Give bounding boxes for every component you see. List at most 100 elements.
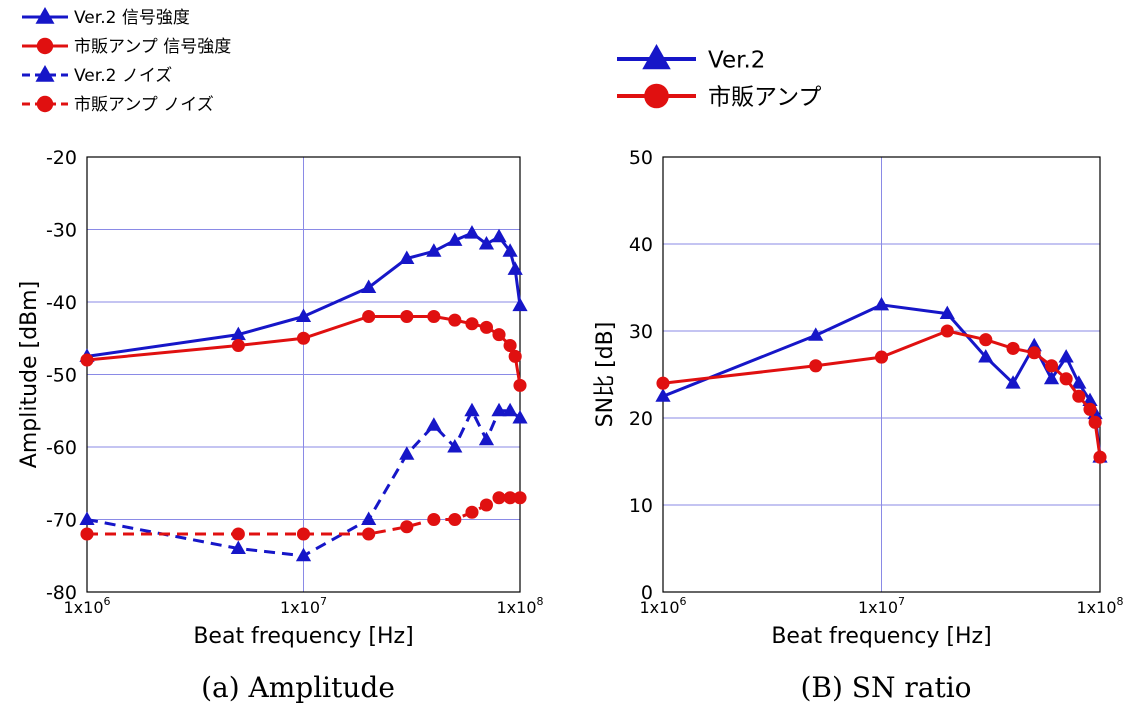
caption-sn-ratio: (B) SN ratio (800, 671, 971, 704)
x-tick-label-a-0: 1x106 (63, 595, 110, 617)
y-tick-label-a-3: -50 (46, 365, 77, 387)
data-point-a-1-6 (448, 313, 462, 327)
data-point-b-1-1 (809, 359, 823, 373)
y-axis-label-a: Amplitude [dBm] (17, 281, 42, 468)
legend-label-a-2: Ver.2 ノイズ (74, 66, 172, 86)
data-point-a-2-9 (491, 402, 507, 417)
data-point-b-1-7 (1044, 359, 1059, 373)
legend-marker-a-3 (36, 95, 54, 113)
data-point-a-3-6 (448, 512, 462, 527)
x-tick-exponent: 6 (104, 595, 111, 608)
legend-marker-a-2 (35, 65, 55, 82)
data-point-b-0-2 (873, 296, 890, 311)
data-point-a-1-2 (296, 331, 311, 345)
data-point-a-0-11 (507, 261, 523, 275)
data-point-b-0-0 (655, 388, 671, 402)
data-point-a-1-9 (492, 328, 506, 342)
y-tick-label-a-2: -60 (46, 437, 77, 459)
data-point-a-0-7 (464, 225, 480, 239)
x-tick-label-b-2: 1x108 (1076, 595, 1123, 617)
x-tick-label-b-1: 1x107 (858, 595, 905, 617)
data-point-a-3-0 (80, 527, 94, 541)
data-point-a-0-3 (361, 279, 377, 293)
data-point-a-1-4 (400, 309, 414, 324)
data-point-a-0-5 (426, 243, 442, 257)
data-point-b-0-1 (808, 327, 824, 341)
data-point-b-1-10 (1083, 402, 1097, 416)
legend-marker-a-1 (36, 37, 54, 55)
data-point-b-1-4 (979, 333, 993, 347)
data-point-a-1-1 (231, 338, 245, 353)
x-axis-label-a: Beat frequency [Hz] (193, 624, 413, 649)
x-tick-exponent: 8 (1117, 595, 1124, 608)
legend-marker-b-1 (644, 83, 669, 109)
data-point-a-2-7 (464, 402, 480, 417)
data-point-b-1-0 (656, 376, 670, 390)
x-tick-mantissa: 1x10 (1076, 598, 1116, 617)
data-point-b-1-9 (1072, 389, 1086, 403)
legend-label-b-1: 市販アンプ (708, 84, 821, 110)
data-point-a-2-8 (478, 431, 495, 446)
data-point-a-2-11 (512, 410, 528, 424)
x-tick-label-b-0: 1x106 (639, 595, 686, 617)
data-point-a-0-10 (502, 243, 518, 257)
data-point-b-1-2 (874, 350, 889, 364)
data-point-b-1-8 (1059, 372, 1073, 386)
data-point-a-0-12 (512, 297, 528, 312)
legend-marker-b-0 (642, 44, 671, 70)
x-tick-mantissa: 1x10 (496, 598, 536, 617)
caption-amplitude: (a) Amplitude (201, 671, 395, 704)
data-point-a-2-1 (230, 540, 246, 554)
data-point-a-1-10 (503, 338, 517, 353)
data-point-a-0-4 (399, 250, 415, 264)
legend-label-a-0: Ver.2 信号強度 (74, 8, 190, 28)
legend-label-a-3: 市販アンプ ノイズ (74, 95, 214, 115)
data-point-a-2-10 (502, 402, 518, 417)
data-point-a-1-11 (508, 349, 522, 363)
x-tick-mantissa: 1x10 (639, 598, 679, 617)
data-point-b-0-4 (978, 349, 994, 363)
data-point-a-3-8 (479, 498, 494, 512)
y-tick-label-a-5: -30 (46, 220, 77, 242)
data-point-a-3-9 (492, 491, 506, 505)
data-point-a-3-3 (362, 527, 376, 541)
y-tick-label-b-4: 40 (629, 234, 653, 256)
data-point-b-0-3 (939, 305, 955, 320)
x-tick-mantissa: 1x10 (63, 598, 103, 617)
data-point-a-3-5 (427, 512, 441, 527)
data-point-a-3-4 (400, 520, 414, 534)
data-point-a-2-0 (79, 511, 95, 525)
data-point-a-3-11 (513, 491, 527, 505)
data-point-a-2-6 (447, 439, 463, 453)
data-point-a-0-9 (491, 228, 507, 243)
y-tick-label-a-6: -20 (46, 147, 77, 169)
legend-label-b-0: Ver.2 (708, 47, 765, 73)
data-point-a-2-2 (295, 547, 312, 562)
data-point-b-1-5 (1006, 341, 1020, 355)
y-tick-label-a-0: -80 (46, 582, 77, 604)
y-tick-label-b-5: 50 (629, 147, 653, 169)
data-point-a-1-8 (479, 320, 494, 334)
data-point-a-0-2 (295, 308, 312, 322)
data-point-b-1-12 (1093, 450, 1107, 464)
plot-frame-a (86, 156, 521, 593)
x-tick-exponent: 7 (320, 595, 327, 608)
x-tick-exponent: 6 (680, 595, 687, 608)
data-point-a-3-2 (296, 527, 311, 541)
data-point-a-0-6 (447, 232, 463, 246)
data-point-a-2-4 (399, 446, 415, 460)
x-tick-mantissa: 1x10 (280, 598, 320, 617)
data-point-b-0-8 (1058, 349, 1074, 363)
data-point-a-3-10 (503, 491, 517, 505)
legend-label-a-1: 市販アンプ 信号強度 (74, 37, 231, 57)
data-point-b-1-11 (1088, 415, 1102, 429)
data-point-a-0-8 (478, 236, 495, 250)
data-point-a-2-5 (426, 417, 442, 431)
data-point-b-0-5 (1005, 375, 1021, 389)
data-point-b-1-3 (940, 324, 954, 338)
x-tick-label-a-2: 1x108 (496, 595, 543, 617)
y-tick-label-b-1: 10 (629, 495, 653, 517)
